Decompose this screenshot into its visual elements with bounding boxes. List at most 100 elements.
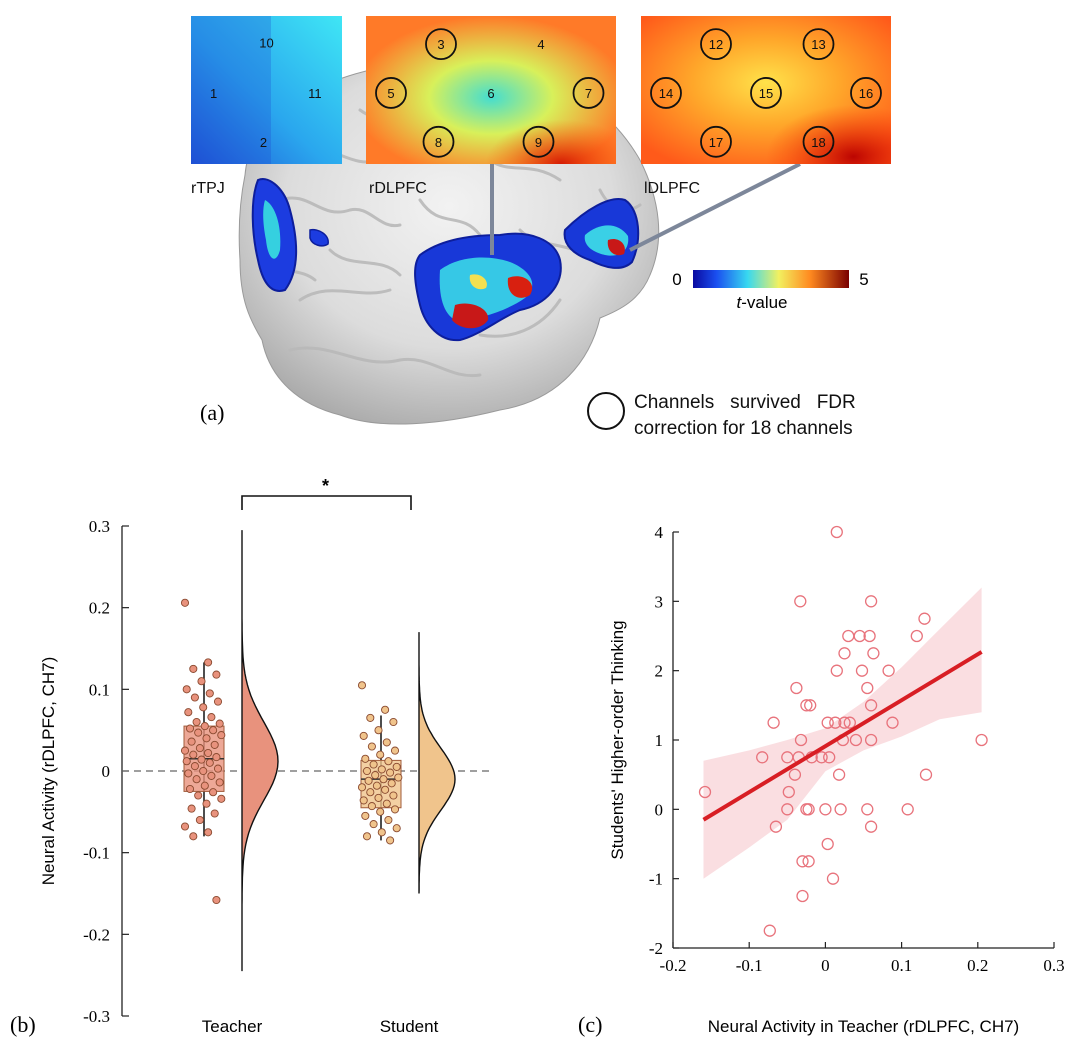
scatter-point [796,889,809,903]
scatter-point [849,733,863,747]
data-point-teacher [185,724,195,733]
scatter-point [975,733,988,747]
data-point-teacher [212,670,221,679]
scatter-point [864,595,878,608]
channel-label-16: 16 [859,86,873,101]
data-point-teacher [217,794,226,803]
data-point-teacher [189,832,198,841]
colorbar-min-label: 0 [672,270,681,289]
channel-label-10: 10 [259,36,273,51]
scatter-point [769,820,783,833]
data-point-teacher [200,781,209,790]
scatter-point [788,768,802,781]
data-point-student [376,750,385,759]
data-point-teacher [194,791,203,800]
channel-label-4: 4 [537,37,544,52]
data-point-student [377,765,386,774]
channel-circle-16 [850,77,882,109]
scatter-point [829,716,842,729]
channel-label-8: 8 [435,135,442,150]
scatter-point [842,629,855,643]
inset-ldlpfc [641,16,891,164]
data-point-student [366,713,375,722]
channel-circle-7 [572,77,605,109]
scatter-point [767,716,780,729]
data-point-teacher [187,804,196,813]
channel-circle-15 [750,77,782,109]
scatter-point [910,629,923,643]
y-tick-label: 0 [655,800,664,819]
data-point-student [390,805,400,814]
scatter-point [698,785,712,799]
data-point-teacher [182,685,191,694]
data-point-teacher [194,728,203,737]
data-point-student [381,785,390,794]
scatter-point [886,716,899,729]
data-point-student [369,820,378,829]
channel-circle-8 [422,125,455,158]
data-point-student [389,791,398,800]
data-point-teacher [195,815,204,825]
scatter-point [802,803,815,816]
data-point-teacher [202,799,211,808]
colorbar-label: t-value [736,293,787,312]
data-point-teacher [213,764,223,773]
scatter-point [919,768,933,781]
data-point-teacher [192,775,201,784]
region-label-ldlpfc: lDLPFC [644,180,700,197]
scatter-point [781,803,794,816]
data-point-student [361,754,370,763]
data-point-teacher [180,746,190,755]
y-tick-label: -0.1 [83,844,110,863]
x-tick-label: 0.3 [1043,956,1064,975]
scatter-point [861,803,874,816]
data-point-student [364,776,373,785]
data-point-teacher [205,689,214,698]
data-point-student [372,781,381,790]
data-point-student [376,807,385,816]
data-point-teacher [202,734,211,743]
x-tick-label: 0.2 [967,956,988,975]
data-point-teacher [215,778,224,787]
data-point-teacher [189,664,198,673]
data-point-student [362,766,372,776]
data-point-teacher [187,737,196,746]
channel-circle-3 [425,28,457,61]
significance-star: * [322,476,329,496]
channel-circle-12 [700,28,732,61]
panel-b: 0.3 0.2 0.1 0 -0.1 -0.2 -0.3 Neural Activity (r… [0,460,540,1048]
activation-ldlpfc [563,198,640,269]
scatter-point [782,785,795,799]
scatter-point [861,681,874,695]
scatter-point [821,837,834,851]
data-point-teacher [209,788,218,797]
channel-label-14: 14 [659,86,673,101]
activation-rtpj [251,178,329,292]
data-point-student [357,783,367,792]
data-point-teacher [210,809,219,818]
scatter-point [838,647,851,660]
data-point-student [359,731,368,740]
data-point-teacher [190,693,199,702]
y-tick-label: -2 [649,939,663,958]
significance-bracket [241,495,412,510]
data-point-student [369,760,378,769]
activation-rdlpfc [414,232,562,342]
data-point-student [394,773,403,782]
channel-label-12: 12 [709,37,723,52]
x-axis-label: Neural Activity in Teacher (rDLPFC, CH7) [708,1017,1019,1036]
scatter-point [882,664,895,677]
channel-circle-5 [375,77,407,109]
data-point-student [382,799,391,808]
x-tick-label: 0.1 [891,956,912,975]
data-point-teacher [184,708,193,717]
scatter-point [830,664,843,677]
raincloud-chart: 0.3 0.2 0.1 0 -0.1 -0.2 -0.3 Neural Activity (r… [10,476,494,1037]
y-tick-label: 1 [655,731,664,750]
scatter-point [794,733,808,747]
y-tick-label: 0.2 [89,599,110,618]
data-point-student [359,796,368,805]
data-point-teacher [215,719,224,728]
data-point-student [379,775,388,784]
